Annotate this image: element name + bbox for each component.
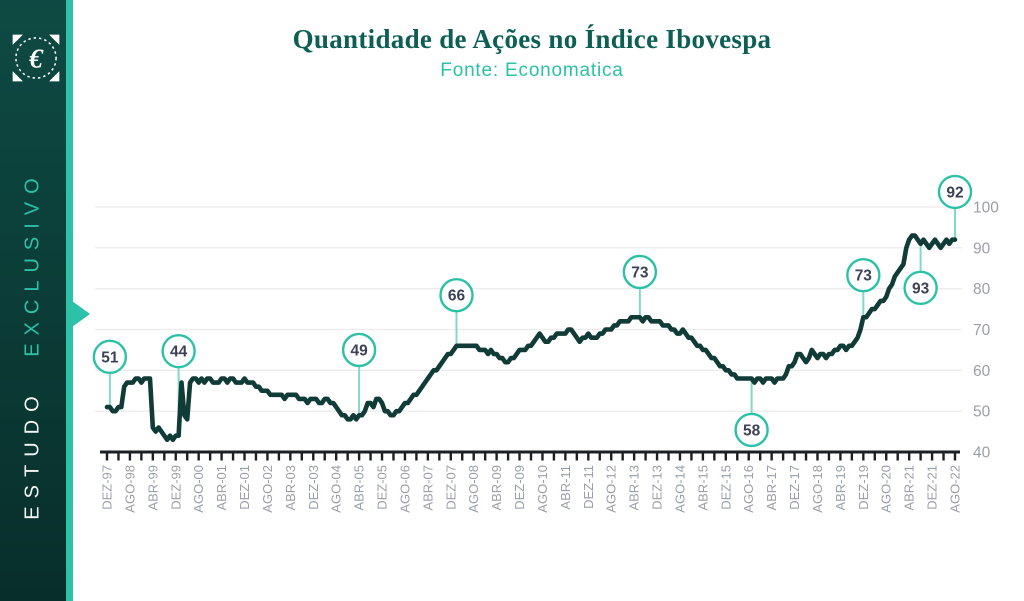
x-tick-label: DEZ-21: [925, 465, 940, 510]
annotation-circle: [903, 270, 938, 306]
ibovespa-line-chart: DEZ-97 AGO-98 ABR-99 DEZ-99 AGO-00 ABR-01 DEZ-…: [92, 174, 999, 513]
x-tick-label: DEZ-11: [581, 465, 596, 509]
x-tick-label: DEZ-13: [650, 465, 665, 510]
x-tick-label: DEZ-97: [100, 465, 115, 510]
page-subtitle: Fonte: Economatica: [440, 60, 624, 81]
y-tick-label: 60: [973, 363, 991, 380]
x-tick-label: AGO-02: [260, 465, 275, 513]
annotation-circle: [622, 254, 658, 290]
x-tick-label: AGO-20: [879, 465, 894, 513]
sidebar-word-exclusivo: EXCLUSIVO: [21, 170, 44, 357]
annotation-circle: [937, 174, 973, 210]
annotation-value: 49: [350, 342, 368, 359]
x-tick-label: DEZ-19: [856, 465, 871, 510]
data-line: [104, 233, 958, 443]
annotation-value: 58: [743, 422, 761, 439]
x-tick-label: AGO-06: [397, 465, 412, 513]
annotation-circle: [92, 339, 128, 375]
annotation-value: 44: [170, 344, 188, 361]
x-tick-label: AGO-08: [466, 465, 481, 513]
annotation-value: 51: [101, 349, 119, 366]
x-tick-label: AGO-18: [810, 465, 825, 513]
annotation-circle: [734, 412, 769, 448]
x-tick-label: ABR-17: [764, 465, 779, 511]
annotation-circle: [846, 257, 881, 293]
annotation-value: 73: [631, 264, 649, 281]
annotation-circle: [341, 332, 377, 368]
x-tick-label: DEZ-03: [306, 465, 321, 510]
x-tick-label: DEZ-01: [237, 465, 252, 510]
x-tick-label: ABR-09: [489, 465, 504, 511]
annotation-circle: [161, 333, 196, 369]
annotation-value: 66: [448, 288, 466, 305]
x-tick-label: DEZ-09: [512, 465, 527, 510]
x-tick-label: ABR-21: [902, 465, 917, 511]
sidebar-accent-stripe: [66, 0, 73, 601]
annotation-value: 92: [946, 184, 963, 201]
annotation-value: 73: [855, 268, 873, 285]
annotation-value: 93: [912, 280, 930, 297]
x-tick-label: DEZ-17: [787, 465, 802, 510]
annotation-circle: [439, 277, 474, 313]
x-tick-label: ABR-15: [695, 465, 710, 511]
logo-glyph: €: [28, 43, 44, 73]
x-tick-label: DEZ-05: [375, 465, 390, 510]
x-tick-label: AGO-14: [672, 465, 687, 513]
sidebar-arrow-icon: [72, 301, 90, 327]
x-tick-label: AGO-12: [604, 465, 619, 513]
y-tick-label: 50: [973, 404, 991, 421]
sidebar-vertical-text: ESTUDO EXCLUSIVO: [22, 170, 45, 519]
x-tick-label: ABR-01: [214, 465, 229, 511]
x-tick-label: ABR-05: [352, 465, 367, 511]
page-title: Quantidade de Ações no Índice Ibovespa: [292, 24, 772, 54]
x-tick-label: DEZ-07: [443, 465, 458, 510]
x-tick-label: ABR-11: [558, 465, 573, 510]
x-tick-label: ABR-07: [420, 465, 435, 511]
x-tick-label: AGO-16: [741, 465, 756, 513]
x-tick-label: DEZ-15: [718, 465, 733, 510]
y-tick-label: 70: [973, 322, 991, 339]
sidebar: € ESTUDO EXCLUSIVO: [0, 0, 66, 601]
x-tick-label: DEZ-99: [168, 465, 183, 510]
x-tick-label: AGO-10: [535, 465, 550, 513]
header: Quantidade de Ações no Índice Ibovespa F…: [70, 24, 994, 82]
x-tick-label: AGO-04: [329, 465, 344, 513]
y-tick-label: 80: [973, 281, 991, 298]
x-tick-label: AGO-98: [122, 465, 137, 513]
x-tick-label: ABR-13: [627, 465, 642, 511]
y-tick-label: 40: [973, 445, 991, 462]
x-tick-label: ABR-03: [283, 465, 298, 511]
y-tick-label: 90: [973, 240, 991, 257]
brand-logo-icon: €: [12, 34, 60, 82]
sidebar-word-estudo: ESTUDO: [21, 388, 44, 520]
x-tick-label: ABR-19: [833, 465, 848, 511]
x-tick-label: ABR-99: [145, 465, 160, 511]
x-tick-label: AGO-22: [948, 465, 963, 513]
x-tick-label: AGO-00: [191, 465, 206, 513]
y-tick-label: 100: [973, 200, 999, 217]
